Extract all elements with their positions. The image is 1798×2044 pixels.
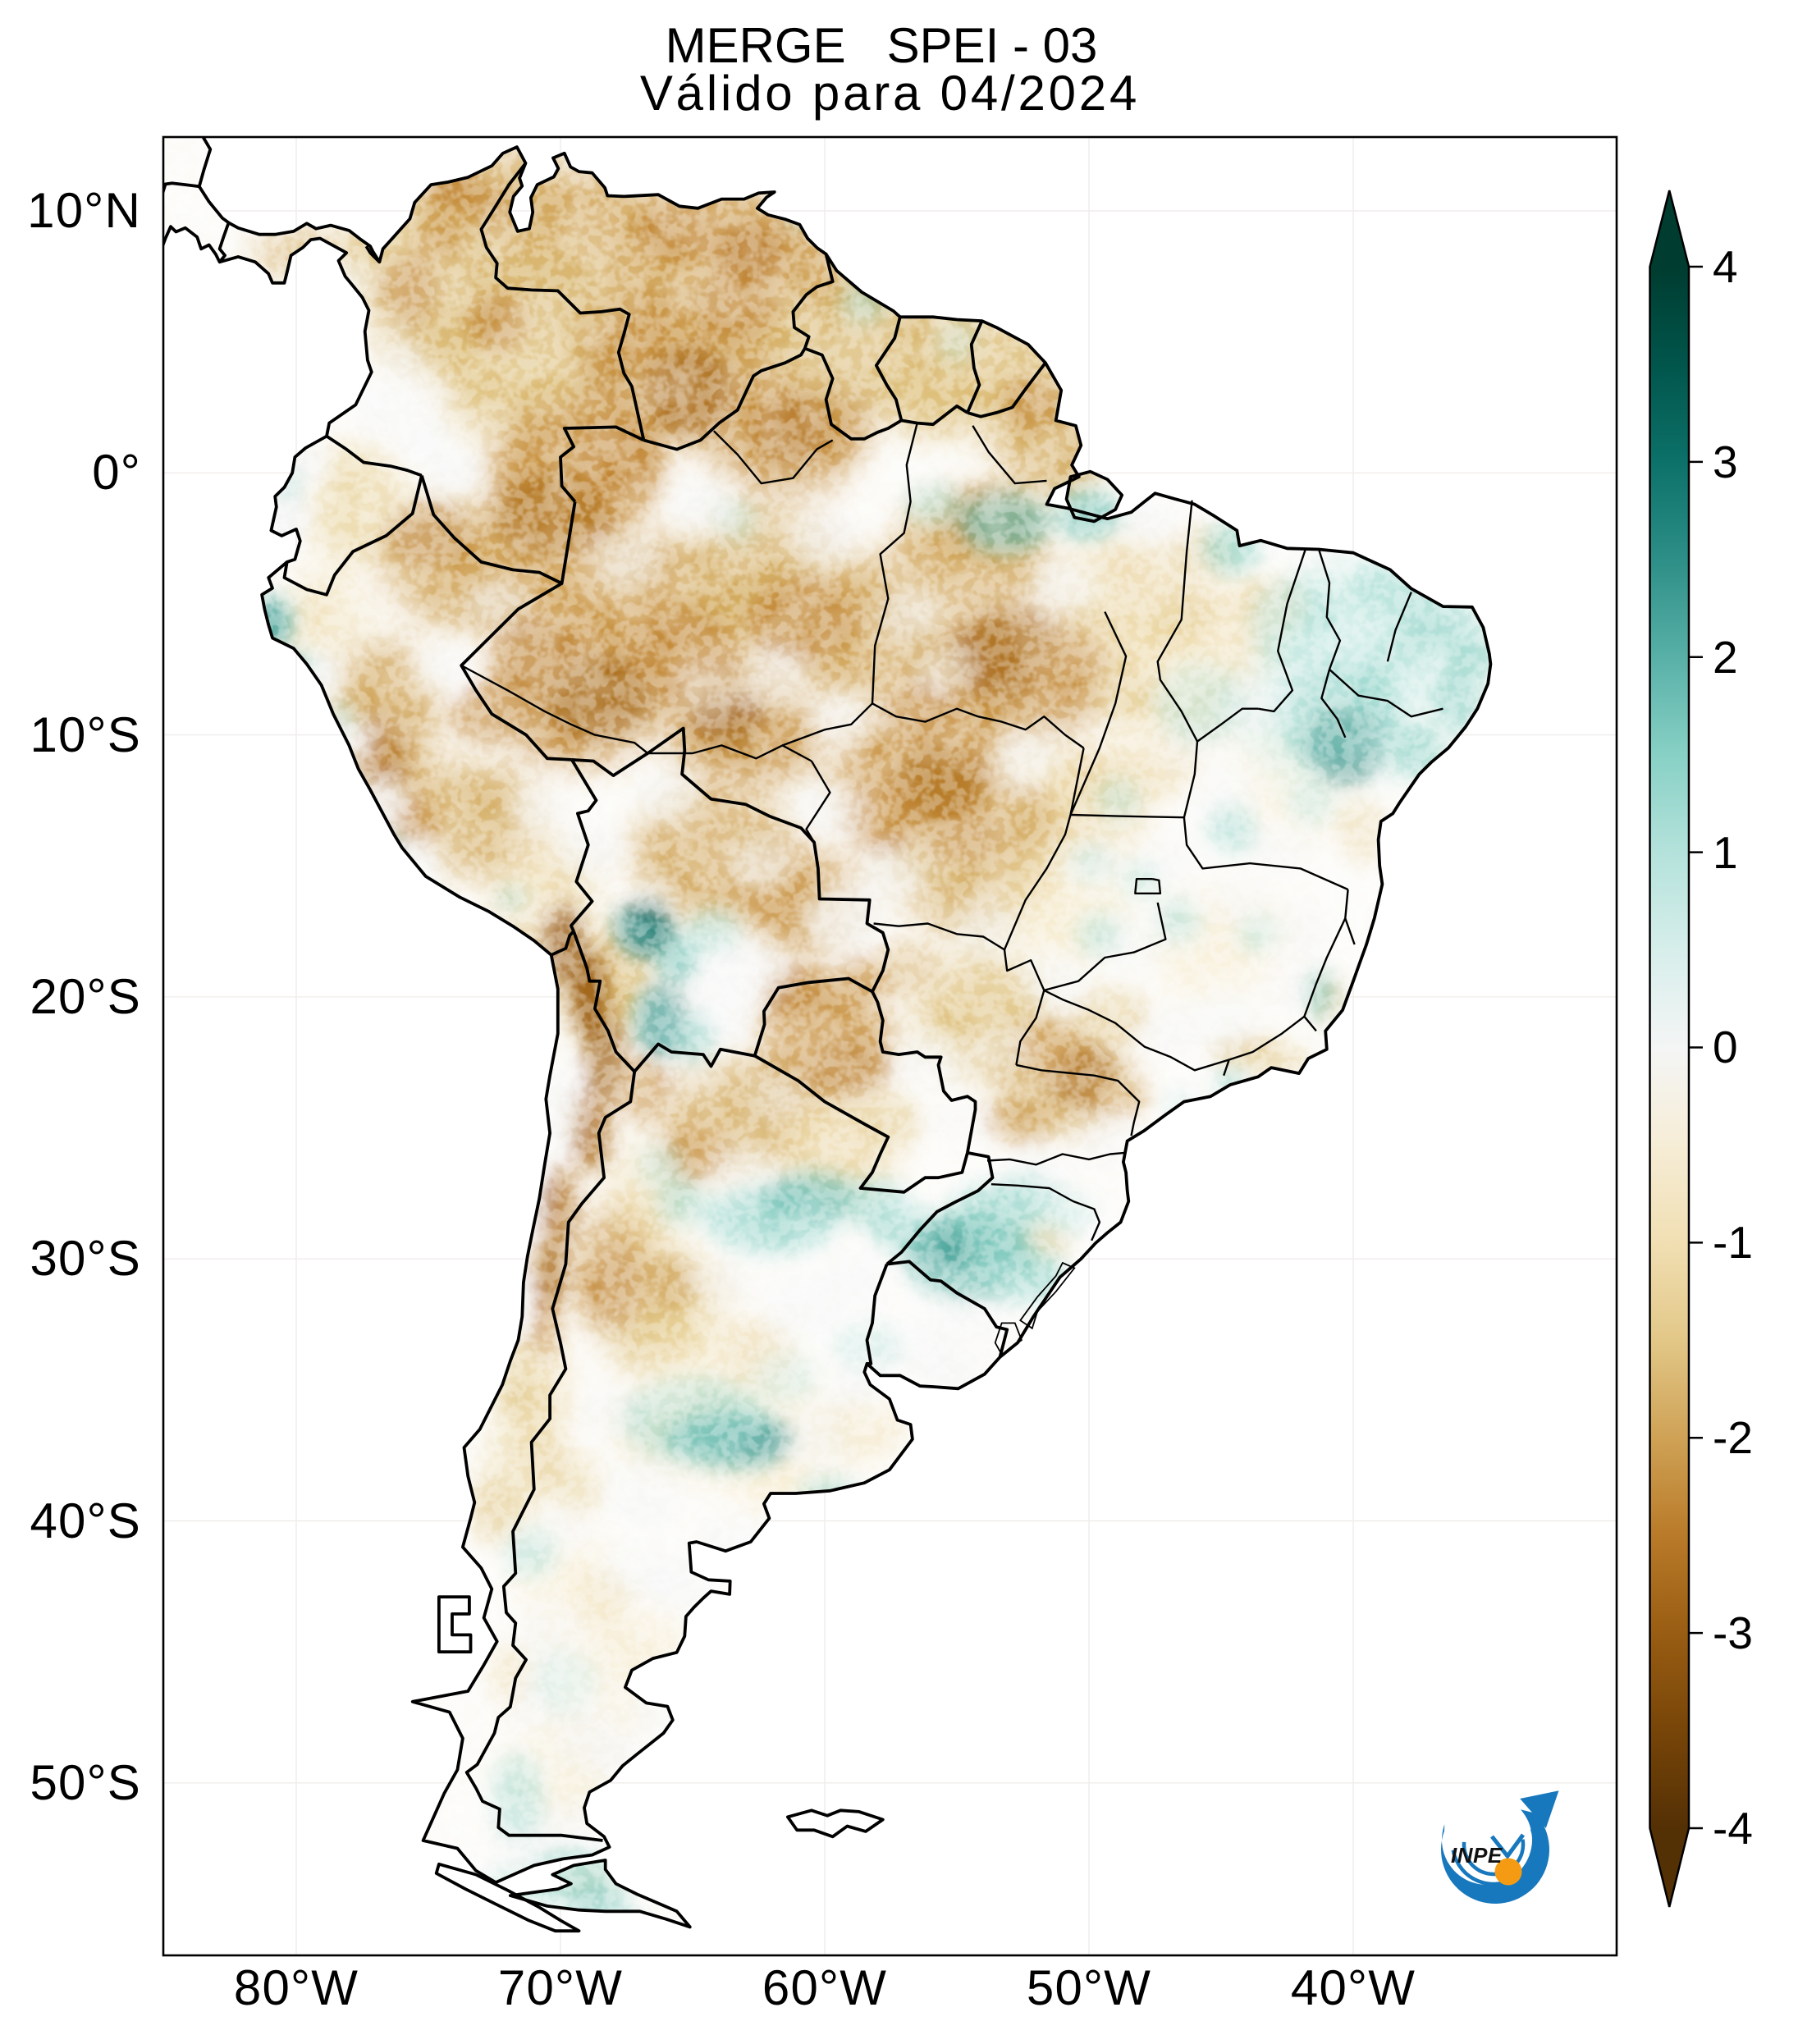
svg-text:INPE: INPE xyxy=(1451,1843,1503,1868)
